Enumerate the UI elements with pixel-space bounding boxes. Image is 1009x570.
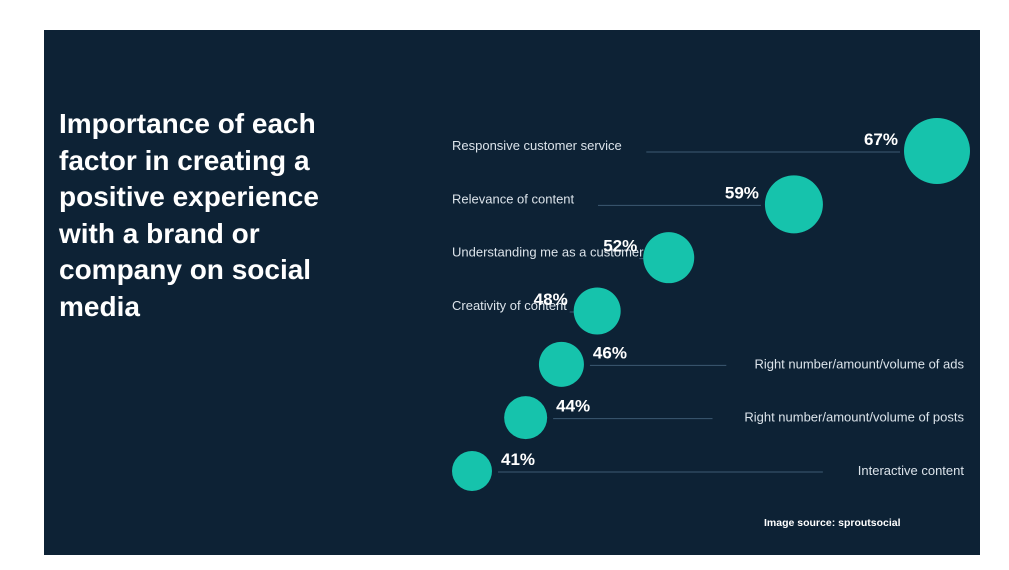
value-label: 59% xyxy=(725,183,759,202)
value-label: 46% xyxy=(593,343,627,362)
value-label: 52% xyxy=(603,237,637,256)
value-label: 44% xyxy=(556,397,590,416)
data-bubble xyxy=(764,175,823,234)
category-label: Right number/amount/volume of posts xyxy=(744,410,964,425)
category-label: Creativity of content xyxy=(452,298,567,313)
data-bubble xyxy=(904,118,970,184)
data-bubble xyxy=(452,451,492,491)
data-bubble xyxy=(538,341,584,387)
data-bubble xyxy=(573,287,621,335)
category-label: Responsive customer service xyxy=(452,138,622,153)
chart-title: Importance of each factor in creating a … xyxy=(59,108,319,322)
value-label: 48% xyxy=(534,290,568,309)
category-label: Right number/amount/volume of ads xyxy=(754,356,964,371)
data-bubble xyxy=(504,396,548,440)
data-bubble xyxy=(643,232,695,284)
chart-slide: Importance of each factor in creating a … xyxy=(44,30,980,555)
percentage-bubble-chart: Responsive customer service 67% Relevance … xyxy=(452,118,970,529)
value-label: 67% xyxy=(864,130,898,149)
value-label: 41% xyxy=(501,450,535,469)
image-source-note: Image source: sproutsocial xyxy=(764,517,901,529)
category-label: Relevance of content xyxy=(452,191,575,206)
category-label: Understanding me as a customer xyxy=(452,245,644,260)
category-label: Interactive content xyxy=(858,463,965,478)
bottom-margin xyxy=(44,555,980,570)
